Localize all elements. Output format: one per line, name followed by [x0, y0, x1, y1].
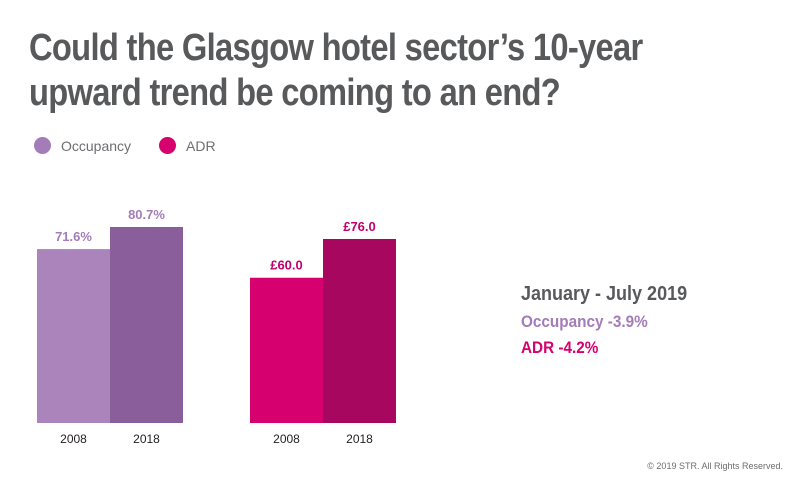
bar-occupancy-2008 — [37, 249, 110, 423]
bar-adr-2018 — [323, 239, 396, 423]
tick-label-adr-2018: 2018 — [346, 432, 373, 446]
annotation-heading: January - July 2019 — [521, 283, 688, 305]
data-label-adr-2018: £76.0 — [343, 219, 376, 234]
bar-adr-2008 — [250, 277, 323, 423]
legend-swatch-occupancy — [34, 137, 51, 154]
data-label-occupancy-2008: 71.6% — [55, 229, 92, 244]
legend-item-occupancy: Occupancy — [34, 137, 131, 154]
legend-swatch-adr — [159, 137, 177, 154]
legend-item-adr: ADR — [159, 137, 216, 154]
tick-label-adr-2008: 2008 — [273, 432, 300, 446]
bar-occupancy-2018 — [110, 227, 183, 423]
annotation-occupancy: Occupancy -3.9% — [521, 312, 648, 331]
tick-label-occupancy-2018: 2018 — [133, 432, 160, 446]
annotation-adr: ADR -4.2% — [521, 338, 599, 357]
chart-title: Could the Glasgow hotel sector’s 10-year… — [29, 27, 643, 114]
tick-label-occupancy-2008: 2008 — [60, 432, 87, 446]
data-label-occupancy-2018: 80.7% — [128, 207, 165, 222]
copyright-text: © 2019 STR. All Rights Reserved. — [647, 461, 783, 471]
legend-label-occupancy: Occupancy — [61, 137, 132, 154]
legend: Occupancy ADR — [34, 137, 244, 154]
legend-label-adr: ADR — [186, 137, 216, 154]
data-label-adr-2008: £60.0 — [270, 258, 303, 273]
